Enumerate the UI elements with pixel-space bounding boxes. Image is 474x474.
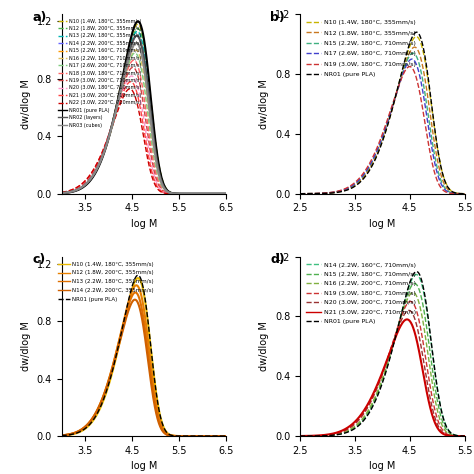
- Y-axis label: dw/dlog M: dw/dlog M: [259, 321, 269, 371]
- Legend: N10 (1.4W, 180°C, 355mm/s), N12 (1.8W, 200°C, 355mm/s), N13 (2.2W, 180°C, 355mm/: N10 (1.4W, 180°C, 355mm/s), N12 (1.8W, 2…: [56, 259, 155, 304]
- Legend: N14 (2.2W, 160°C, 710mm/s), N15 (2.2W, 180°C, 710mm/s), N16 (2.2W, 200°C, 710mm/: N14 (2.2W, 160°C, 710mm/s), N15 (2.2W, 1…: [303, 260, 419, 327]
- Y-axis label: dw/dlog M: dw/dlog M: [259, 79, 269, 129]
- Text: a): a): [32, 10, 46, 24]
- Y-axis label: dw/dlog M: dw/dlog M: [21, 321, 31, 371]
- X-axis label: log M: log M: [131, 219, 157, 229]
- Y-axis label: dw/dlog M: dw/dlog M: [21, 79, 31, 129]
- Text: d): d): [271, 253, 285, 266]
- Text: b): b): [271, 10, 285, 24]
- X-axis label: log M: log M: [131, 461, 157, 471]
- Legend: N10 (1.4W, 180°C, 355mm/s), N12 (1.8W, 180°C, 355mm/s), N15 (2.2W, 180°C, 710mm/: N10 (1.4W, 180°C, 355mm/s), N12 (1.8W, 1…: [303, 18, 419, 80]
- Text: c): c): [32, 253, 46, 266]
- X-axis label: log M: log M: [369, 461, 395, 471]
- Legend: N10 (1.4W, 180°C, 355mm/s), N12 (1.8W, 200°C, 355mm/s), N13 (2.2W, 180°C, 355mm/: N10 (1.4W, 180°C, 355mm/s), N12 (1.8W, 2…: [56, 17, 144, 129]
- X-axis label: log M: log M: [369, 219, 395, 229]
